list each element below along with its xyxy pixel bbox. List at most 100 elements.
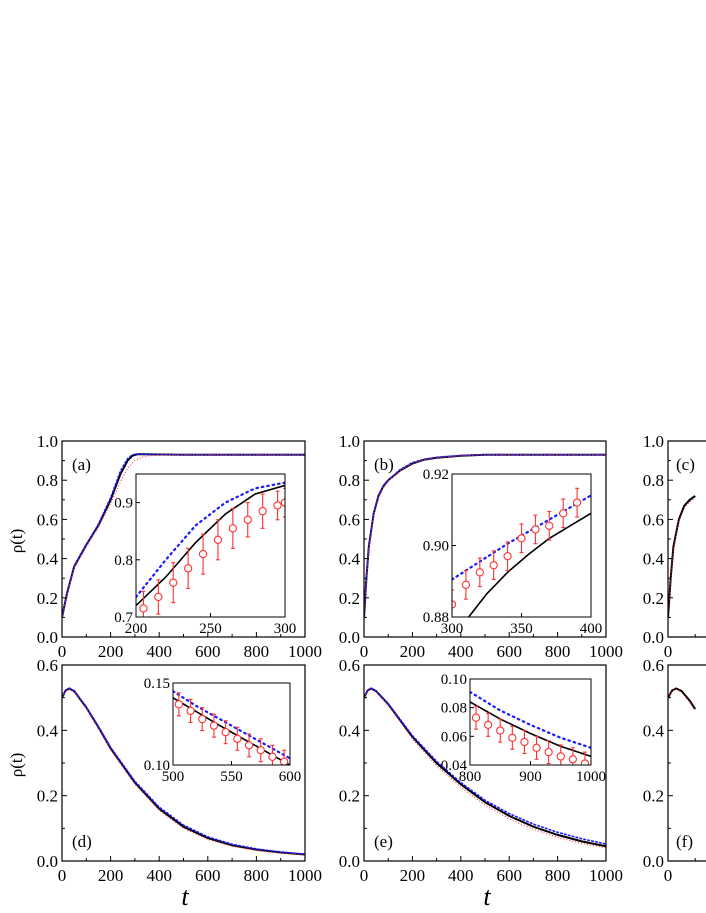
panel-a-ytick-label: 0.8 — [37, 471, 58, 490]
panel-a-ytick-label: 1.0 — [37, 432, 58, 451]
panel-b-inset-ytick-label: 0.88 — [423, 610, 449, 626]
panel-b-inset-circle-marker — [452, 600, 457, 609]
panel-a-inset-circle-marker — [183, 564, 193, 573]
panel-b-ytick-label: 0.8 — [339, 471, 360, 490]
panel-e-xtick-label: 1000 — [589, 866, 623, 885]
panel-d: 0.0 0.2 0.4 0.6 0 200 400 600 800 1000 (d) 0.10 0.15… — [37, 656, 322, 885]
panel-e-inset: 0.04 0.06 0.08 0.10 800 900 1000 — [441, 672, 606, 785]
panel-b-xtick-label: 0 — [360, 642, 369, 661]
panel-b-xtick-label: 400 — [448, 642, 474, 661]
panel-a-xtick-label: 600 — [195, 642, 221, 661]
panel-d-xtick-label: 400 — [146, 866, 172, 885]
panel-e-inset-ytick-label: 0.06 — [441, 729, 468, 745]
panel-d-inset-circle-marker — [221, 728, 230, 737]
panel-f-ytick-label: 0.2 — [643, 787, 664, 806]
panel-e: 0.0 0.2 0.4 0.6 0 200 400 600 800 1000 (e) 0.04 0.06… — [339, 656, 623, 885]
panel-e-xtick-label: 0 — [360, 866, 369, 885]
panel-e-inset-xtick-label: 1000 — [576, 769, 606, 785]
panel-a-inset-bg — [136, 474, 285, 617]
panel-f-xtick-label: 0 — [664, 866, 673, 885]
panel-d-xtick-label: 0 — [58, 866, 67, 885]
panel-b-inset-ytick-label: 0.90 — [423, 539, 449, 555]
panel-a-ytick-label: 0.2 — [37, 589, 58, 608]
panel-d-blue-dotted-line — [62, 687, 305, 855]
panel-b-xtick-label: 1000 — [589, 642, 623, 661]
panel-a-inset-red-error-markers — [139, 487, 285, 617]
panel-e-inset-circle-marker — [471, 713, 481, 722]
panel-d-inset-series — [173, 690, 290, 765]
panel-d-inset-ytick-label: 0.15 — [144, 676, 170, 692]
panel-e-inset-ytick-label: 0.04 — [441, 758, 468, 774]
panel-b-xtick-label: 800 — [545, 642, 571, 661]
panel-a-inset-xtick-label: 250 — [199, 621, 222, 637]
panel-d-black-line — [62, 687, 305, 856]
panel-a-xtick-label: 1000 — [288, 642, 322, 661]
panel-e-inset-circle-marker — [520, 737, 529, 747]
panel-a-inset-circle-marker — [228, 524, 237, 533]
panel-c-xtick-label: 0 — [664, 642, 673, 661]
panel-d-inset-circle-marker — [174, 700, 183, 709]
panel-f-series — [668, 687, 697, 711]
panel-f-ytick-label: 0.4 — [643, 721, 665, 740]
panel-b-inset-xtick-label: 400 — [580, 621, 603, 637]
panel-a-inset-series — [136, 481, 285, 617]
panel-e-xtick-label: 200 — [400, 866, 426, 885]
panel-c-ytick-label: 1.0 — [643, 432, 664, 451]
panel-b-inset-circle-marker — [572, 498, 582, 507]
panel-e-inset-blue-dotted-line — [470, 690, 591, 749]
panel-d-inset-red-error-markers — [174, 692, 289, 765]
panel-d-xtick-label: 800 — [244, 866, 270, 885]
panel-d-ytick-label: 0.0 — [37, 852, 58, 871]
xlabel-middle: t — [483, 882, 491, 911]
panel-e-series — [364, 687, 606, 849]
panel-a-xtick-label: 0 — [58, 642, 67, 661]
panel-b-inset-circle-marker — [461, 580, 471, 589]
panel-f-ytick-label: 0.6 — [643, 656, 664, 675]
panel-e-ytick-label: 0.6 — [339, 656, 360, 675]
panel-d-ytick-label: 0.4 — [37, 721, 59, 740]
ylabel-top: ρ(t) — [7, 529, 26, 554]
panel-e-inset-xtick-label: 900 — [519, 769, 542, 785]
panel-d-inset-circle-marker — [268, 752, 277, 761]
panel-a-inset-circle-marker — [154, 592, 163, 602]
panel-b-inset-circle-marker — [517, 534, 526, 543]
panel-b-inset: 0.88 0.90 0.92 300 350 400 — [423, 467, 603, 637]
panel-c-black-line — [668, 495, 696, 618]
panel-b-ytick-label: 0.0 — [339, 628, 360, 647]
panel-c-ytick-label: 0.2 — [643, 589, 664, 608]
panel-d-inset-circle-marker — [209, 721, 219, 730]
panel-a-inset-circle-marker — [213, 535, 223, 544]
panel-c-ytick-label: 0.0 — [643, 628, 664, 647]
panel-d-inset-xtick-label: 500 — [162, 769, 185, 785]
panel-c-ytick-label: 0.6 — [643, 510, 664, 529]
panel-b-ytick-label: 0.4 — [339, 550, 361, 569]
panel-d-series — [62, 687, 305, 856]
panel-d-inset-circle-marker — [280, 757, 289, 765]
panel-a-inset-circle-marker — [258, 507, 267, 516]
panel-d-inset-circle-marker — [256, 746, 265, 755]
panel-d-inset-xtick-label: 600 — [279, 769, 302, 785]
panel-b-series — [364, 453, 606, 619]
panel-a-blue-dotted-line — [62, 453, 305, 619]
panel-a-inset-xtick-label: 300 — [274, 621, 297, 637]
panel-d-xtick-label: 1000 — [288, 866, 322, 885]
panel-a-series — [62, 453, 305, 619]
panel-e-red-circle-line — [364, 688, 606, 849]
panel-a-label: (a) — [72, 455, 91, 474]
panel-b-inset-red-error-markers — [452, 487, 582, 617]
panel-a-inset-ytick-label: 0.9 — [114, 496, 133, 512]
panel-a-inset-circle-marker — [139, 604, 148, 613]
panel-b-red-circle-line — [364, 454, 606, 618]
ylabel-bottom: ρ(t) — [7, 753, 26, 778]
panel-d-inset: 0.10 0.15 500 550 600 — [144, 676, 302, 785]
panel-e-inset-circle-marker — [532, 743, 541, 752]
panel-e-xtick-label: 800 — [545, 866, 571, 885]
panel-a-inset-xtick-label: 200 — [125, 621, 148, 637]
panel-f-label: (f) — [676, 832, 693, 851]
panel-e-black-line — [364, 687, 606, 848]
panel-e-inset-circle-marker — [496, 726, 505, 735]
panel-d-ytick-label: 0.2 — [37, 787, 58, 806]
panel-a-xtick-label: 200 — [98, 642, 124, 661]
panel-b-xtick-label: 600 — [496, 642, 522, 661]
